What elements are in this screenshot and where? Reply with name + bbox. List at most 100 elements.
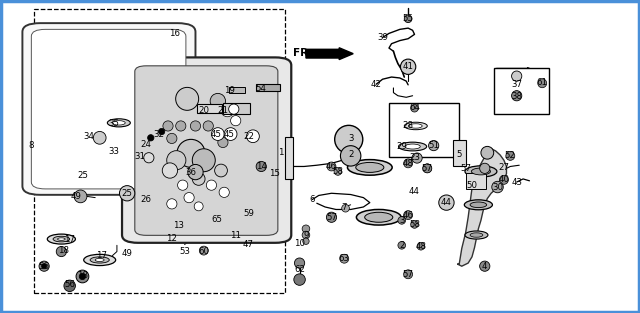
Text: 28: 28 bbox=[403, 121, 413, 131]
Text: 55: 55 bbox=[403, 14, 413, 23]
Text: 17: 17 bbox=[96, 251, 107, 260]
Ellipse shape bbox=[177, 180, 188, 190]
Ellipse shape bbox=[163, 121, 173, 131]
Ellipse shape bbox=[113, 121, 125, 125]
Ellipse shape bbox=[192, 172, 205, 185]
Ellipse shape bbox=[423, 164, 432, 173]
Text: 57: 57 bbox=[422, 164, 433, 173]
Ellipse shape bbox=[356, 162, 384, 172]
Text: 15: 15 bbox=[269, 169, 280, 178]
Text: 37: 37 bbox=[511, 80, 522, 89]
Text: 17: 17 bbox=[64, 234, 75, 244]
Ellipse shape bbox=[93, 131, 106, 144]
Ellipse shape bbox=[334, 168, 342, 175]
Ellipse shape bbox=[404, 270, 413, 279]
Ellipse shape bbox=[404, 122, 428, 130]
Ellipse shape bbox=[492, 181, 503, 193]
Text: 45: 45 bbox=[211, 130, 222, 139]
Text: 45: 45 bbox=[224, 130, 235, 139]
Text: 38: 38 bbox=[511, 92, 522, 101]
Ellipse shape bbox=[511, 71, 522, 81]
Ellipse shape bbox=[120, 186, 135, 201]
Ellipse shape bbox=[404, 159, 413, 168]
FancyBboxPatch shape bbox=[31, 29, 186, 189]
Ellipse shape bbox=[210, 93, 225, 109]
Text: 59: 59 bbox=[243, 209, 254, 218]
Bar bbox=[389, 103, 460, 157]
Ellipse shape bbox=[224, 128, 237, 141]
Text: 3: 3 bbox=[399, 216, 404, 225]
Ellipse shape bbox=[335, 125, 363, 153]
Bar bbox=[197, 104, 221, 114]
Ellipse shape bbox=[214, 164, 227, 177]
FancyBboxPatch shape bbox=[135, 66, 278, 235]
Text: 8: 8 bbox=[29, 141, 34, 150]
Bar bbox=[453, 140, 466, 167]
Text: 57: 57 bbox=[403, 270, 413, 279]
Text: 58: 58 bbox=[409, 220, 420, 229]
Text: 56: 56 bbox=[64, 280, 75, 290]
Ellipse shape bbox=[90, 257, 109, 263]
Ellipse shape bbox=[471, 168, 490, 175]
Ellipse shape bbox=[39, 261, 49, 271]
Text: 44: 44 bbox=[409, 187, 420, 196]
Ellipse shape bbox=[192, 149, 215, 172]
Ellipse shape bbox=[429, 141, 439, 151]
Text: 62: 62 bbox=[294, 265, 305, 274]
Text: 51: 51 bbox=[428, 141, 439, 150]
Ellipse shape bbox=[194, 202, 203, 211]
Ellipse shape bbox=[246, 130, 259, 143]
Text: 35: 35 bbox=[109, 119, 120, 128]
Ellipse shape bbox=[148, 135, 154, 141]
Ellipse shape bbox=[470, 233, 483, 237]
Ellipse shape bbox=[177, 139, 205, 167]
Text: 16: 16 bbox=[169, 29, 180, 38]
Bar bbox=[34, 9, 285, 293]
Ellipse shape bbox=[342, 204, 349, 212]
Text: 32: 32 bbox=[154, 130, 164, 139]
Ellipse shape bbox=[302, 231, 310, 239]
Ellipse shape bbox=[159, 128, 165, 135]
Text: 31: 31 bbox=[134, 152, 145, 161]
Text: 30: 30 bbox=[492, 182, 503, 192]
Ellipse shape bbox=[340, 254, 349, 263]
Ellipse shape bbox=[411, 104, 419, 112]
Ellipse shape bbox=[256, 162, 266, 172]
Text: 42: 42 bbox=[371, 80, 381, 89]
Text: 60: 60 bbox=[198, 247, 209, 256]
Text: 20: 20 bbox=[198, 106, 209, 115]
Ellipse shape bbox=[405, 144, 420, 149]
Text: 5: 5 bbox=[456, 151, 462, 159]
Ellipse shape bbox=[470, 202, 486, 208]
Ellipse shape bbox=[411, 221, 419, 228]
Text: 44: 44 bbox=[441, 198, 452, 207]
Bar bbox=[229, 87, 245, 93]
Text: 48: 48 bbox=[403, 159, 413, 168]
Ellipse shape bbox=[439, 195, 454, 210]
Text: 46: 46 bbox=[326, 162, 337, 171]
Ellipse shape bbox=[326, 212, 337, 222]
Ellipse shape bbox=[203, 121, 213, 131]
Text: 56: 56 bbox=[38, 262, 50, 271]
Text: FR.: FR. bbox=[293, 48, 312, 58]
Ellipse shape bbox=[294, 258, 305, 268]
Text: 48: 48 bbox=[415, 242, 426, 251]
Ellipse shape bbox=[302, 225, 310, 233]
Ellipse shape bbox=[144, 153, 154, 163]
Polygon shape bbox=[458, 149, 506, 266]
Ellipse shape bbox=[228, 104, 239, 114]
Text: 34: 34 bbox=[83, 132, 94, 141]
FancyArrow shape bbox=[306, 48, 353, 59]
Ellipse shape bbox=[404, 211, 413, 219]
Text: 25: 25 bbox=[77, 171, 88, 180]
Ellipse shape bbox=[465, 166, 497, 177]
Text: 57: 57 bbox=[460, 164, 471, 173]
Ellipse shape bbox=[199, 246, 208, 255]
Ellipse shape bbox=[399, 142, 427, 151]
Ellipse shape bbox=[53, 236, 70, 242]
Text: 49: 49 bbox=[122, 249, 132, 258]
Bar bbox=[223, 103, 250, 115]
Ellipse shape bbox=[356, 209, 401, 225]
Ellipse shape bbox=[76, 270, 89, 283]
Text: 14: 14 bbox=[256, 162, 267, 171]
